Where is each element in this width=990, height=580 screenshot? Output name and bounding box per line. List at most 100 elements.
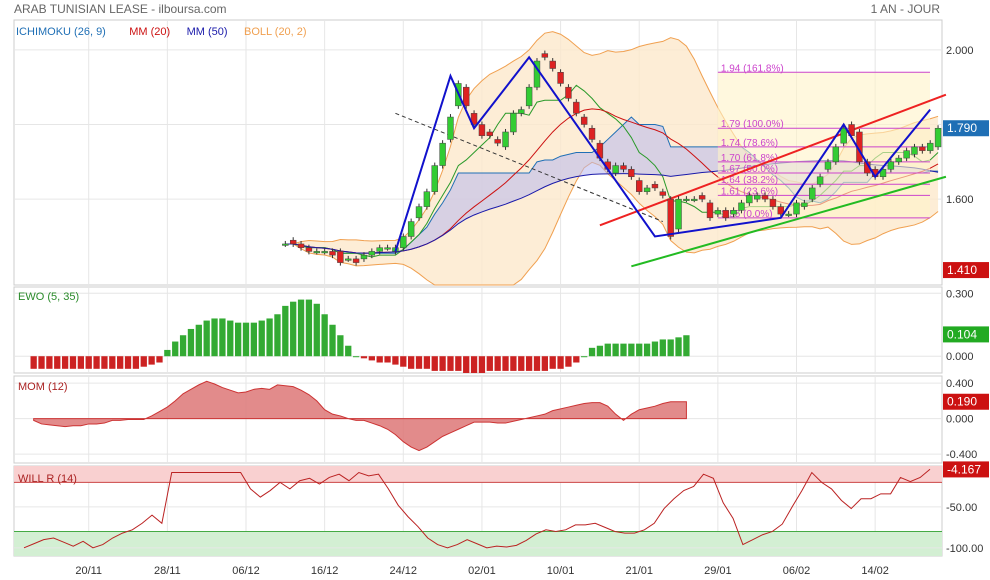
candle-up — [282, 243, 289, 246]
candle-down — [329, 251, 336, 256]
candle-up — [911, 146, 918, 155]
candle-up — [675, 198, 682, 230]
ewo-bar-positive — [628, 343, 635, 357]
candle-up — [400, 236, 407, 248]
candle-up — [612, 165, 619, 174]
ewo-bar-positive — [612, 343, 619, 357]
bollinger-lower — [285, 161, 939, 286]
ewo-bar-positive — [588, 347, 596, 357]
x-tick-label: 21/01 — [625, 565, 653, 577]
candle-up — [738, 202, 745, 211]
x-tick-label: 24/12 — [390, 565, 418, 577]
zigzag-line — [394, 55, 931, 252]
red-trendline — [599, 93, 947, 227]
willr-tick-label: -100.00 — [946, 543, 983, 555]
willr-tick-label: -50.00 — [946, 502, 977, 514]
ewo-bar-negative — [478, 356, 486, 373]
ewo-bar-negative — [392, 356, 399, 365]
ewo-bar-positive — [282, 305, 289, 357]
x-tick-label: 28/11 — [154, 565, 181, 577]
candle-up — [746, 195, 753, 204]
candle-up — [816, 176, 824, 185]
period-label[interactable]: 1 AN - JOUR — [870, 2, 940, 16]
ewo-bar-negative — [384, 356, 391, 363]
candle-up — [809, 187, 816, 200]
ewo-bar-positive — [297, 299, 305, 357]
candle-up — [384, 247, 391, 250]
candle-down — [305, 247, 313, 252]
willr-title: WILL R (14) — [18, 473, 77, 485]
ewo-bar-negative — [533, 356, 541, 371]
price-tick-label: 1.600 — [946, 194, 974, 206]
candle-down — [588, 127, 596, 140]
legend-entry: BOLL (20, 2) — [244, 26, 307, 38]
candle-up — [683, 198, 690, 201]
candle-down — [463, 86, 470, 107]
low-price-badge — [943, 262, 989, 279]
candle-up — [368, 251, 376, 256]
x-tick-label: 02/01 — [468, 565, 496, 577]
ewo-bar-negative — [518, 356, 525, 371]
ewo-bar-negative — [93, 356, 100, 369]
candle-down — [565, 86, 572, 99]
ewo-bar-negative — [463, 356, 470, 373]
legend-entry: MM (20) — [129, 26, 170, 38]
candle-up — [345, 258, 352, 261]
ewo-value-badge — [943, 326, 989, 343]
candle-down — [573, 101, 580, 114]
ewo-bar-positive — [329, 324, 336, 357]
ewo-bar-positive — [258, 320, 265, 357]
ewo-bar-positive — [337, 335, 344, 357]
candle-up — [927, 142, 934, 151]
green-trendline — [631, 175, 947, 268]
candle-up — [447, 116, 454, 140]
candle-down — [541, 53, 549, 58]
x-tick-label: 29/01 — [704, 565, 732, 577]
candle-up — [730, 210, 737, 215]
ewo-bar-positive — [636, 343, 643, 357]
x-tick-label: 10/01 — [547, 565, 575, 577]
ewo-bar-positive — [596, 345, 604, 357]
willr-line — [23, 468, 931, 549]
ewo-bar-positive — [211, 318, 218, 357]
ewo-frame — [13, 286, 943, 374]
ewo-bar-negative — [541, 356, 548, 371]
candle-up — [879, 169, 887, 178]
candle-down — [628, 169, 635, 178]
mom-panel: 0.400 0.000 -0.400 MOM (12) 0.190 — [13, 375, 989, 464]
ewo-bar-negative — [447, 356, 454, 371]
x-axis: 20/11 28/11 06/12 16/12 24/12 02/01 10/01 21/01… — [75, 565, 889, 577]
candle-down — [651, 183, 659, 189]
ewo-bar-positive — [172, 341, 179, 357]
candle-up — [793, 202, 800, 215]
ewo-bar-positive — [683, 335, 690, 357]
candle-down — [352, 258, 360, 263]
ewo-bar-negative — [486, 356, 493, 371]
candle-up — [415, 206, 423, 219]
willr-panel: -50.00 -100.00 WILL R (14) -4.167 — [13, 461, 989, 557]
ewo-bar-positive — [250, 322, 258, 357]
ewo-bar-negative — [573, 356, 580, 363]
candle-up — [525, 86, 533, 107]
fibonacci-label: 1.55 (0.0%) — [721, 209, 773, 220]
mom-title: MOM (12) — [18, 381, 68, 393]
ewo-bar-negative — [455, 356, 462, 371]
ewo-bar-positive — [321, 314, 328, 357]
last-price-badge — [943, 120, 989, 137]
mom-tick-label: 0.400 — [946, 378, 974, 390]
ewo-bar-negative — [30, 356, 37, 369]
candle-up — [887, 161, 895, 170]
legend-entry: MM (50) — [187, 26, 228, 38]
ewo-bar-negative — [54, 356, 61, 369]
ewo-bar-negative — [38, 356, 45, 369]
x-tick-label: 06/12 — [232, 565, 260, 577]
candle-down — [337, 251, 344, 263]
ewo-bar-positive — [345, 345, 352, 357]
ewo-bar-negative — [525, 356, 533, 371]
ewo-bar-negative — [549, 356, 556, 369]
candle-up — [903, 150, 910, 159]
ewo-bar-negative — [140, 356, 147, 367]
ewo-bar-negative — [368, 356, 375, 361]
ewo-bar-negative — [557, 356, 564, 369]
